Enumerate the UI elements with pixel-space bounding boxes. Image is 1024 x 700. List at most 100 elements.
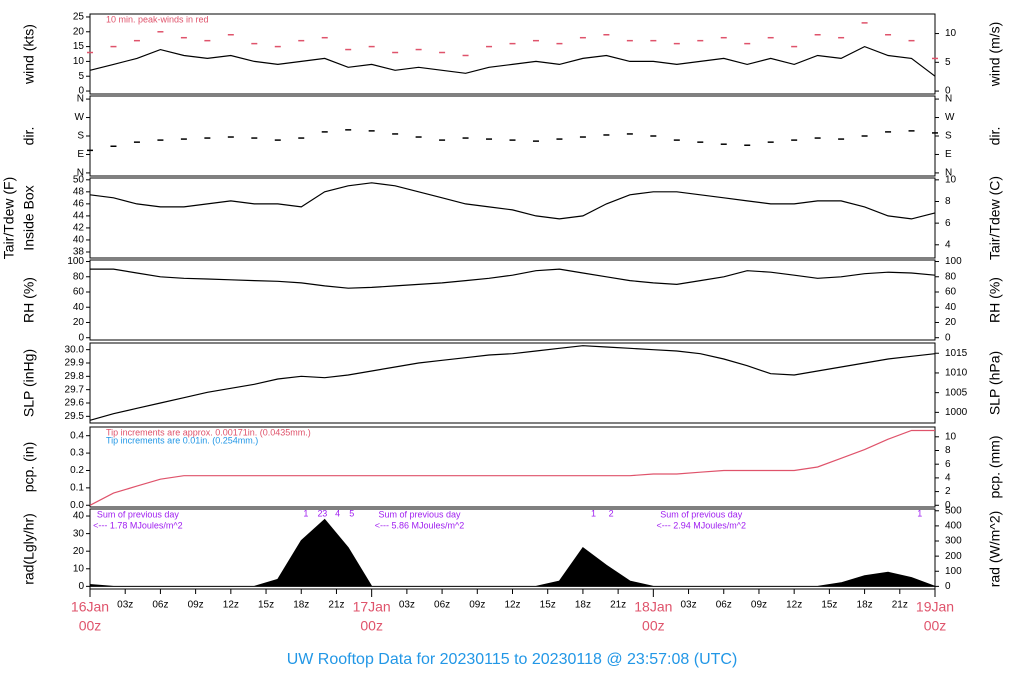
y2-tick-label: 100 <box>945 566 962 577</box>
y2-axis-label: SLP (hPa) <box>987 351 1003 415</box>
y-axis-label: pcp. (in) <box>21 442 37 493</box>
y-tick-label: N <box>77 168 84 179</box>
x-tick-label: 15z <box>540 600 556 611</box>
y-tick-label: 5 <box>78 71 84 82</box>
day-sum-label: Sum of previous day <box>379 509 462 519</box>
x-tick-label: 06z <box>716 600 732 611</box>
data-line <box>90 268 936 289</box>
x-tick-label-major: 00z <box>924 618 947 634</box>
y2-axis-label: dir. <box>987 127 1003 146</box>
y2-tick-label: S <box>945 131 952 142</box>
y2-tick-label: 6 <box>945 218 951 229</box>
data-area <box>89 518 936 588</box>
y2-tick-label: 4 <box>945 473 951 484</box>
y-axis-label: rad(Lgly/hr) <box>21 513 37 585</box>
y2-tick-label: 1010 <box>945 368 968 379</box>
y2-tick-label: 1005 <box>945 387 968 398</box>
panel-frame <box>89 342 936 424</box>
y2-tick-label: 8 <box>945 445 951 456</box>
y-tick-label: 38 <box>73 247 85 258</box>
y-tick-label: 30 <box>73 528 85 539</box>
y2-tick-label: 5 <box>945 57 951 68</box>
y2-tick-label: 6 <box>945 459 951 470</box>
y-axis-label: SLP (inHg) <box>21 349 37 417</box>
hour-marker: 5 <box>349 508 354 518</box>
x-tick-label: 18z <box>293 600 309 611</box>
y-tick-label: 40 <box>73 511 85 522</box>
y-tick-label: 0 <box>78 581 84 592</box>
x-tick-label: 06z <box>434 600 450 611</box>
hour-marker: 3 <box>322 508 327 518</box>
x-tick-label: 21z <box>892 600 908 611</box>
y-tick-label: 60 <box>73 287 85 298</box>
y2-tick-label: N <box>945 94 952 105</box>
date-label: 16Jan <box>71 599 109 615</box>
y2-tick-label: 1000 <box>945 407 968 418</box>
y-tick-label: 10 <box>73 56 85 67</box>
y2-tick-label: 300 <box>945 536 962 547</box>
x-tick-label: 09z <box>751 600 767 611</box>
data-line <box>89 429 935 506</box>
y-tick-label: 20 <box>73 26 85 37</box>
x-tick-label-major: 00z <box>360 618 383 634</box>
y2-tick-label: 10 <box>945 431 957 442</box>
data-line <box>89 45 936 77</box>
y-tick-label: 100 <box>67 256 84 267</box>
date-label: 19Jan <box>916 599 954 615</box>
x-tick-label-major: 00z <box>79 618 102 634</box>
day-sum-value: <--- 2.94 MJoules/m^2 <box>656 520 746 530</box>
x-tick-label: 12z <box>223 600 239 611</box>
panel-frame <box>89 177 936 259</box>
x-tick-label: 03z <box>680 600 696 611</box>
y2-tick-label: 10 <box>945 28 957 39</box>
annotation: Tip increments are 0.01in. (0.254mm.) <box>106 435 258 445</box>
data-line <box>89 182 936 220</box>
y2-axis-label: rad (W/m^2) <box>987 511 1003 588</box>
panel-frame <box>89 508 936 590</box>
y-tick-label: 0.1 <box>70 483 84 494</box>
annotation: Tip increments are approx. 0.00171in. (0… <box>106 427 311 437</box>
y-tick-label: 10 <box>73 563 85 574</box>
y-tick-label: 15 <box>73 41 85 52</box>
y-tick-label: 0.4 <box>70 430 84 441</box>
x-tick-label: 15z <box>258 600 274 611</box>
annotation: 10 min. peak-winds in red <box>106 14 209 24</box>
date-label: 18Jan <box>634 599 672 615</box>
y-tick-label: 0.0 <box>70 500 84 511</box>
y-tick-label: E <box>77 149 84 160</box>
panel-frame <box>89 13 936 95</box>
hour-marker: 2 <box>609 508 614 518</box>
y2-tick-label: 4 <box>945 239 951 250</box>
y-axis-label: Inside Box <box>21 185 37 250</box>
y2-axis-label: pcp. (mm) <box>987 436 1003 499</box>
hour-marker: 1 <box>591 508 596 518</box>
y-axis-label: RH (%) <box>21 277 37 323</box>
hour-marker: 1 <box>917 508 922 518</box>
y2-tick-label: 8 <box>945 196 951 207</box>
y2-tick-label: 20 <box>945 317 957 328</box>
y2-tick-label: 40 <box>945 302 957 313</box>
y-tick-label: 0.2 <box>70 465 84 476</box>
y2-tick-label: W <box>945 112 955 123</box>
y2-tick-label: 0 <box>945 86 951 97</box>
x-tick-label: 09z <box>469 600 485 611</box>
y-tick-label: 40 <box>73 302 85 313</box>
day-sum-label: Sum of previous day <box>97 509 180 519</box>
y2-tick-label: 1015 <box>945 348 968 359</box>
y-tick-label: 29.9 <box>65 358 85 369</box>
y-tick-label: 40 <box>73 235 85 246</box>
y2-tick-label: 400 <box>945 521 962 532</box>
x-tick-label: 21z <box>610 600 626 611</box>
y2-axis-label: RH (%) <box>987 277 1003 323</box>
y-axis-label: dir. <box>21 127 37 146</box>
hour-marker: 4 <box>335 508 340 518</box>
panel-frame <box>89 426 936 508</box>
x-tick-label: 09z <box>188 600 204 611</box>
y2-tick-label: E <box>945 149 952 160</box>
x-tick-label: 06z <box>152 600 168 611</box>
y-tick-label: 20 <box>73 546 85 557</box>
x-tick-label: 21z <box>328 600 344 611</box>
data-line <box>89 345 936 421</box>
y-tick-label: 25 <box>73 12 85 23</box>
y-tick-label: 46 <box>73 199 85 210</box>
